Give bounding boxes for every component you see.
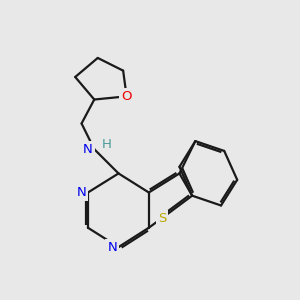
Text: O: O [122,90,132,103]
Text: N: N [77,186,86,199]
Text: N: N [83,143,93,156]
Text: N: N [107,241,117,254]
Text: H: H [101,138,111,152]
Text: S: S [158,212,166,225]
